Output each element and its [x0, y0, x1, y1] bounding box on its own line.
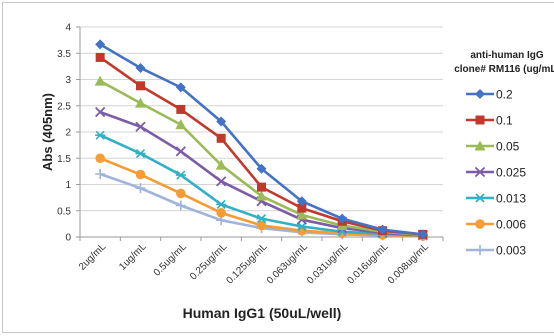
series-group: [94, 39, 429, 241]
data-point: [136, 81, 145, 91]
data-point: [175, 119, 187, 130]
y-tick-label: 1.5: [57, 154, 71, 165]
data-point: [256, 190, 267, 201]
data-point: [135, 121, 146, 132]
data-point: [95, 106, 106, 118]
legend-item: 0.003: [466, 244, 526, 258]
series-0.2: [95, 39, 428, 240]
data-point: [377, 224, 388, 235]
legend-marker: [474, 166, 486, 178]
y-tick-label: 4: [65, 23, 71, 34]
legend-items: 0.2 0.1 0.05 0.025 0.013 0.006 0.003: [466, 88, 526, 258]
data-point: [176, 188, 186, 199]
y-tick-labels: 0 0.5 1 1.5 2 2.5 3 3.5 4: [57, 23, 71, 244]
legend-label: 0.006: [496, 218, 526, 232]
data-point: [296, 221, 307, 232]
x-tick-label: 0.5ug/mL: [152, 241, 190, 279]
x-tick-label: 0.016ug/mL: [345, 241, 390, 286]
x-tick-labels: 2ug/mL 1ug/mL 0.5ug/mL 0.25ug/mL0.125ug/mL0…: [77, 241, 431, 286]
y-tick-label: 2: [65, 128, 71, 139]
legend-item: 0.2: [466, 88, 513, 102]
series-0.05: [94, 75, 429, 240]
legend-marker: [475, 115, 485, 125]
data-point: [216, 176, 227, 187]
x-tick-label: 0.031ug/mL: [305, 241, 350, 286]
data-point: [94, 75, 106, 86]
legend-item: 0.006: [466, 218, 526, 232]
legend-label: 0.025: [496, 166, 526, 180]
data-point: [216, 133, 226, 143]
data-point: [257, 182, 266, 192]
x-tick-label: 0.125ug/mL: [224, 241, 269, 286]
legend-label: 0.2: [496, 88, 513, 102]
y-tick-label: 0: [65, 233, 71, 244]
legend-item: 0.013: [466, 192, 526, 206]
y-tick-label: 0.5: [57, 206, 71, 217]
y-tick-label: 3.5: [57, 49, 71, 60]
x-tick-label: 0.25ug/mL: [188, 241, 230, 283]
legend-label: 0.013: [496, 192, 526, 206]
data-point: [216, 208, 226, 218]
legend-title-line2: clone# RM116 (ug/mL): [454, 64, 554, 75]
legend-item: 0.1: [466, 114, 513, 128]
data-point: [135, 148, 146, 159]
data-point: [95, 39, 106, 50]
x-tick-label: 2ug/mL: [77, 241, 109, 273]
x-tick-label: 1ug/mL: [117, 241, 149, 273]
data-point: [256, 220, 267, 231]
data-point: [95, 52, 105, 62]
legend: anti-human IgG clone# RM116 (ug/mL) 0.20…: [454, 50, 554, 258]
data-point: [135, 62, 146, 73]
x-tick-label: 0.063ug/mL: [265, 241, 310, 286]
data-point: [175, 170, 186, 180]
y-axis-label: Abs (405nm): [40, 93, 55, 171]
legend-title-line1: anti-human IgG: [470, 50, 544, 61]
data-point: [296, 209, 308, 220]
legend-item: 0.05: [466, 140, 520, 154]
data-point: [95, 130, 106, 140]
data-point: [337, 228, 347, 239]
legend-marker: [475, 245, 485, 255]
legend-marker: [475, 89, 485, 99]
legend-item: 0.025: [466, 166, 526, 180]
data-point: [175, 146, 186, 157]
axes: [76, 26, 444, 241]
data-point: [297, 203, 307, 213]
x-axis-label: Human IgG1 (50uL/well): [183, 305, 342, 321]
data-point: [417, 229, 428, 240]
data-point: [175, 200, 186, 211]
legend-label: 0.05: [496, 140, 520, 154]
legend-marker: [474, 140, 486, 151]
data-point: [216, 116, 227, 127]
data-point: [135, 169, 146, 180]
x-tick-label: 0.008ug/mL: [386, 241, 431, 286]
data-point: [296, 196, 307, 207]
legend-marker: [475, 193, 485, 203]
data-point: [216, 199, 227, 210]
data-point: [95, 169, 106, 179]
y-tick-label: 2.5: [57, 101, 71, 112]
legend-label: 0.003: [496, 244, 526, 258]
series-line: [99, 56, 423, 236]
data-point: [215, 159, 227, 170]
data-point: [95, 153, 105, 164]
y-tick-label: 1: [65, 180, 71, 191]
data-point: [256, 214, 267, 224]
legend-label: 0.1: [496, 114, 513, 128]
data-point: [135, 97, 146, 108]
data-point: [176, 104, 186, 114]
series-line: [99, 43, 423, 236]
y-tick-label: 3: [65, 75, 71, 86]
data-point: [175, 82, 186, 93]
data-point: [135, 183, 146, 194]
data-point: [256, 163, 267, 174]
data-point: [337, 213, 348, 224]
legend-marker: [475, 219, 485, 229]
